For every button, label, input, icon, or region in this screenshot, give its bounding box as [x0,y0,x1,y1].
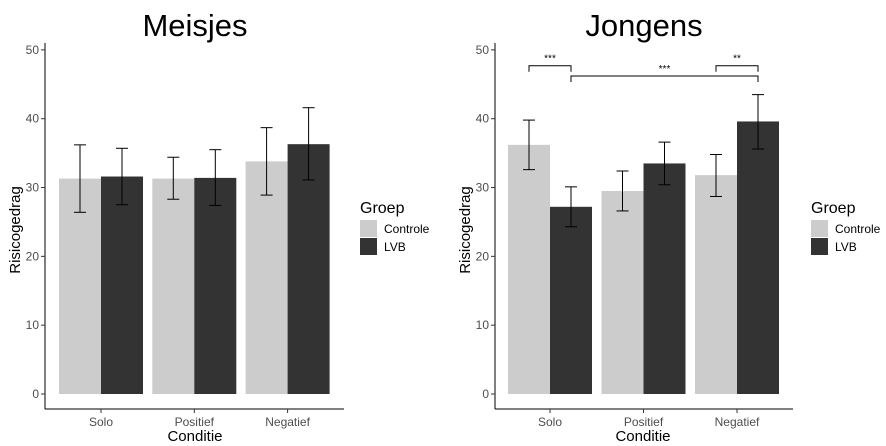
chart-panel-jongens: Jongens 0 10 20 30 40 50 Solo Positief Negatief Co… [457,8,881,445]
y-tick-label: 20 [476,249,490,263]
significance-label: ** [733,54,741,65]
bar-lvb-negatief [737,121,779,394]
legend-title: Groep [360,200,405,217]
y-tick-label: 30 [476,181,490,195]
y-tick-label: 50 [476,43,490,57]
y-tick-label: 50 [26,43,40,57]
x-tick-label: Negatief [715,415,760,429]
error-bar-lvb-positief [209,149,222,206]
x-tick-label: Positief [624,415,664,429]
x-axis-label: Conditie [167,428,222,445]
y-tick-label: 40 [26,112,40,126]
bracket-line [528,65,572,72]
error-bar-lvb-negatief [752,94,764,150]
chart-title: Jongens [585,8,702,43]
legend: Groep Controle LVB [811,200,881,255]
bar-lvb-positief [194,177,237,394]
bar-controle-negatief [245,161,288,394]
error-bar-controle-solo [523,119,535,171]
bar-controle-positief [601,190,644,394]
bar-controle-positief [152,178,195,394]
chart-panel-meisjes: Meisjes 0 10 20 30 40 50 Solo Positief Negatief Co… [7,8,430,445]
significance-bracket: *** [528,54,572,72]
error-bar-lvb-solo [116,147,128,206]
significance-bracket: *** [570,64,759,83]
bracket-line [570,75,759,83]
x-tick-label: Positief [175,415,215,429]
x-tick-label: Solo [538,415,562,429]
error-bar-lvb-negatief [302,107,315,181]
significance-label: *** [544,54,556,65]
y-axis-label: Risicogedrag [7,186,24,274]
legend: Groep Controle LVB [360,200,430,255]
legend-label-controle: Controle [384,222,430,236]
legend-swatch-lvb [811,238,828,255]
error-bar-controle-solo [74,144,86,213]
bar-controle-solo [59,178,101,394]
x-axis-label: Conditie [615,428,670,445]
y-tick-label: 10 [476,318,490,332]
bracket-line [715,65,759,72]
bar-lvb-positief [643,163,686,394]
error-bar-lvb-solo [565,186,577,228]
legend-label-lvb: LVB [384,240,406,254]
significance-bracket: ** [715,54,759,72]
y-tick-label: 20 [26,249,40,263]
y-tick-label: 40 [476,112,490,126]
legend-swatch-controle [360,220,377,237]
significance-label: *** [659,64,671,75]
bar-lvb-solo [550,206,592,394]
error-bar-controle-positief [616,170,629,212]
legend-label-controle: Controle [835,222,881,236]
bar-controle-solo [508,144,550,394]
x-tick-label: Solo [89,415,113,429]
error-bar-lvb-positief [658,141,671,186]
error-bar-controle-negatief [710,153,722,197]
y-tick-label: 30 [26,181,40,195]
y-tick-label: 0 [32,387,39,401]
y-tick-label: 10 [26,318,40,332]
y-axis-label: Risicogedrag [457,186,474,274]
y-tick-label: 0 [482,387,489,401]
bar-lvb-negatief [287,144,330,394]
legend-swatch-lvb [360,238,377,255]
legend-swatch-controle [811,220,828,237]
error-bar-controle-positief [167,156,180,200]
chart-title: Meisjes [142,8,247,43]
bar-lvb-solo [101,176,143,394]
legend-label-lvb: LVB [835,240,857,254]
error-bar-controle-negatief [260,127,273,196]
bar-controle-negatief [695,175,737,394]
x-tick-label: Negatief [265,415,310,429]
legend-title: Groep [811,200,856,217]
